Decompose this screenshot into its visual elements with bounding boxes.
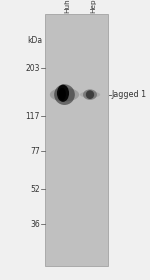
Text: Jagged 1: Jagged 1 xyxy=(111,90,146,99)
Ellipse shape xyxy=(80,91,100,98)
Text: 52: 52 xyxy=(30,185,40,194)
Text: Huh-7: Huh-7 xyxy=(64,0,70,13)
Ellipse shape xyxy=(83,89,97,100)
Ellipse shape xyxy=(54,84,75,105)
Ellipse shape xyxy=(86,90,94,99)
Bar xyxy=(45,14,108,266)
Ellipse shape xyxy=(57,85,69,102)
Text: 36: 36 xyxy=(30,220,40,229)
Ellipse shape xyxy=(59,88,66,101)
Text: kDa: kDa xyxy=(27,36,42,45)
Text: HepG2: HepG2 xyxy=(90,0,96,13)
Text: 203: 203 xyxy=(25,64,40,73)
Ellipse shape xyxy=(50,88,79,102)
Text: 117: 117 xyxy=(25,111,40,121)
Text: 77: 77 xyxy=(30,147,40,156)
